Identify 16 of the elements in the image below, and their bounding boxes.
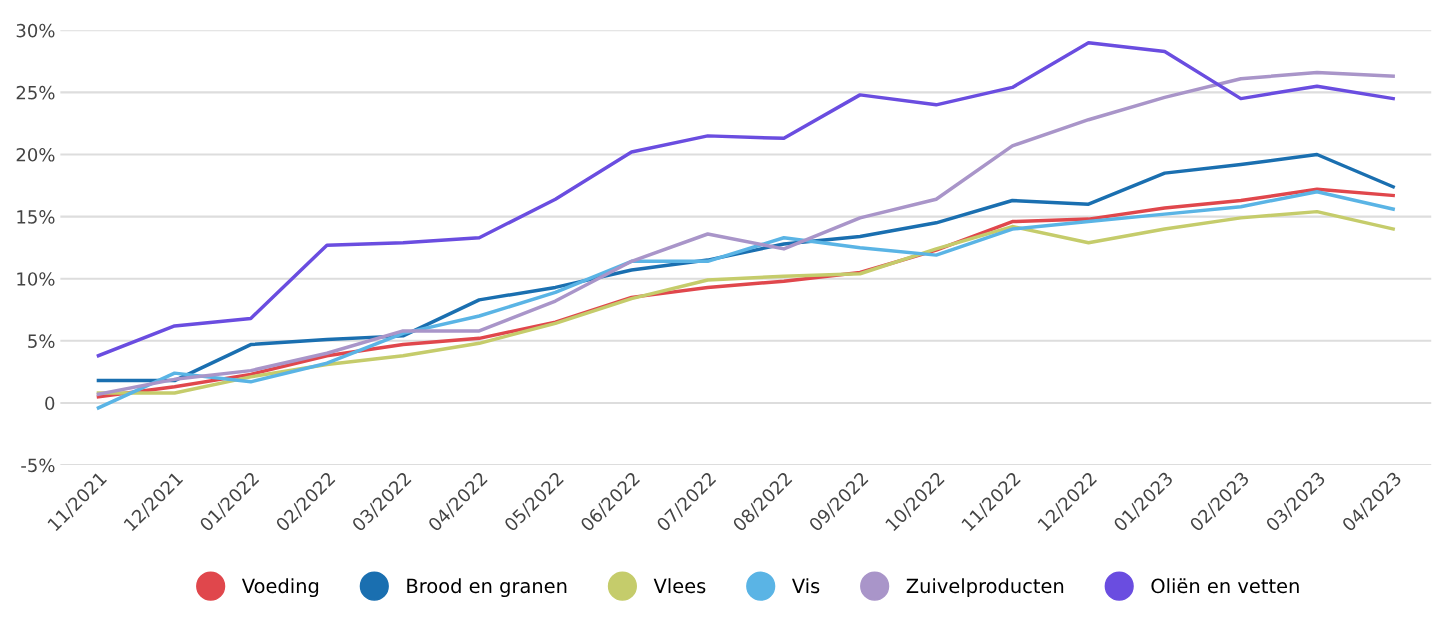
y-tick-label: 15% (17, 210, 55, 224)
y-tick-label: 20% (16, 147, 55, 162)
legend-label: Voeding (241, 578, 319, 598)
y-tick-label: 25% (16, 85, 55, 100)
legend-label: Zuivelproducten (906, 578, 1064, 598)
legend-label: Vis (791, 578, 820, 594)
line-series (96, 70, 1395, 396)
y-tick-label: 30% (16, 23, 55, 38)
legend-label: Oliën en vetten (1151, 578, 1299, 594)
line-series (96, 40, 1395, 358)
y-tick-label: -5% (21, 458, 55, 473)
y-tick-label: 10% (17, 272, 55, 286)
legend-label: Brood en granen (407, 578, 567, 598)
y-tick-label: 5% (28, 334, 55, 348)
legend-label: Vlees (653, 578, 706, 594)
y-tick-label: 0 (45, 396, 55, 411)
